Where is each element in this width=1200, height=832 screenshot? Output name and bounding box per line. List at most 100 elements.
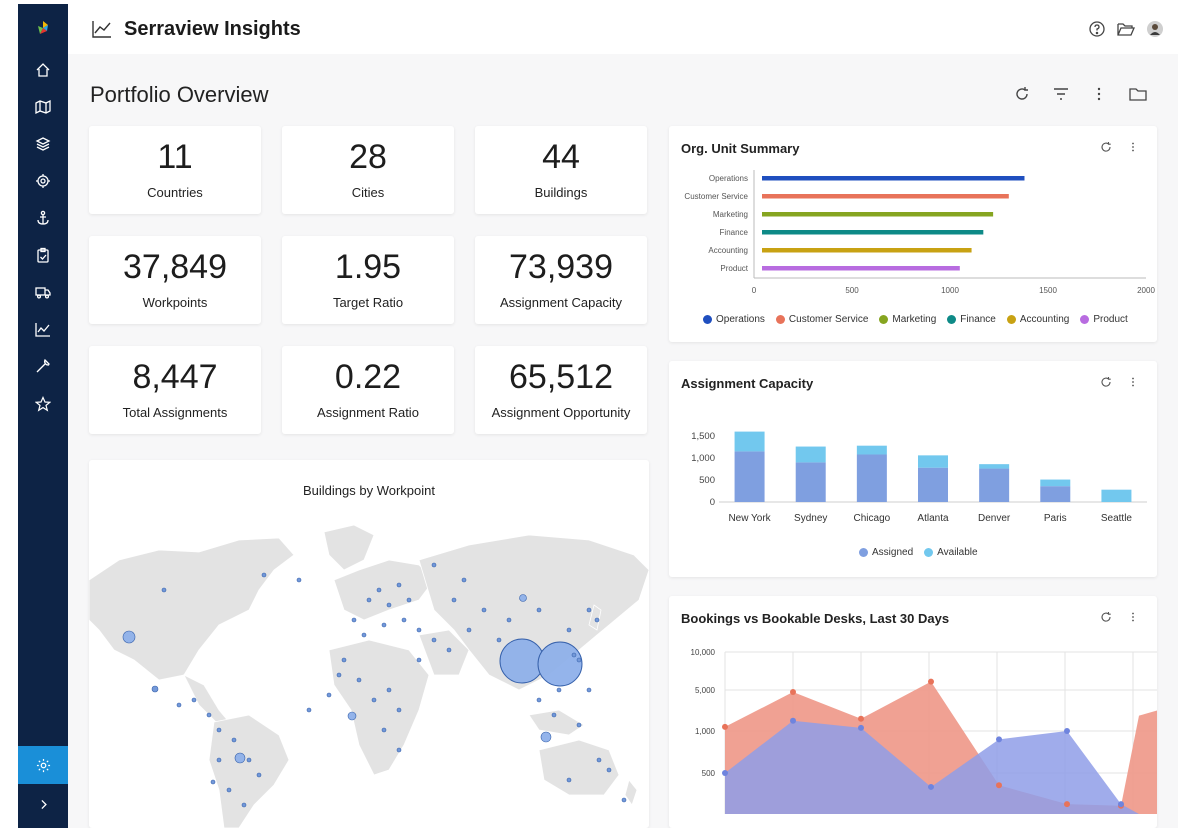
kpi-card-cities: 28 Cities (282, 126, 454, 214)
help-icon[interactable] (1088, 20, 1106, 38)
map-card: Buildings by Workpoint (89, 460, 649, 828)
more-vertical-icon[interactable] (1127, 376, 1139, 388)
avatar[interactable] (1146, 20, 1164, 38)
top-bar: Serraview Insights (68, 4, 1178, 54)
kpi-value: 37,849 (123, 248, 227, 286)
bar-available (734, 431, 765, 452)
bookable-point (858, 724, 864, 731)
y-tick-label: Product (720, 264, 748, 273)
kpi-label: Assignment Ratio (317, 405, 419, 420)
legend-item[interactable]: Available (924, 547, 978, 558)
legend-swatch (1006, 315, 1016, 324)
refresh-icon[interactable] (1100, 141, 1112, 153)
bookable-point (790, 717, 796, 724)
bar-assigned (795, 462, 826, 502)
legend-item[interactable]: Finance (947, 314, 996, 325)
kpi-card-assignment-capacity: 73,939 Assignment Capacity (475, 236, 647, 324)
y-tick-label: 5,000 (695, 686, 716, 695)
bar-available (918, 455, 948, 468)
legend-label: Available (937, 547, 978, 558)
y-tick-label: Operations (709, 174, 748, 183)
target-icon[interactable] (31, 169, 55, 193)
kpi-label: Assignment Capacity (499, 295, 623, 310)
more-vertical-icon[interactable] (1127, 141, 1139, 153)
org-unit-summary-card: Org. Unit Summary Operations Customer Ser… (669, 126, 1157, 342)
legend-item[interactable]: Marketing (879, 314, 936, 325)
legend-item[interactable]: Assigned (859, 547, 913, 558)
bookable-point (1064, 728, 1070, 734)
app-frame: Serraview Insights Portfolio Overview 11… (18, 4, 1178, 828)
x-tick-label: 2000 (1137, 286, 1155, 295)
bookings-point (722, 723, 728, 730)
x-tick-label: Paris (1044, 513, 1067, 524)
bookable-point (1118, 801, 1124, 808)
legend-item[interactable]: Customer Service (775, 314, 869, 325)
page-title: Portfolio Overview (90, 82, 269, 107)
bar-assigned (918, 467, 948, 502)
refresh-icon[interactable] (1100, 611, 1112, 623)
y-tick-label: Accounting (708, 246, 748, 255)
bar (762, 194, 1009, 199)
star-icon[interactable] (31, 392, 55, 416)
folder-open-icon[interactable] (1117, 20, 1135, 38)
bookings-point (928, 678, 934, 685)
card-title: Bookings vs Bookable Desks, Last 30 Days (681, 611, 950, 626)
bar-assigned (979, 468, 1010, 502)
kpi-value: 65,512 (509, 358, 613, 396)
kpi-value: 0.22 (334, 358, 402, 396)
kpi-label: Target Ratio (332, 295, 404, 310)
bar-assigned (734, 451, 765, 502)
gear-icon (36, 758, 50, 772)
map-icon[interactable] (31, 95, 55, 119)
truck-icon[interactable] (31, 280, 55, 304)
world-map[interactable] (89, 460, 649, 828)
y-tick-label: 1,000 (691, 453, 715, 464)
home-icon[interactable] (31, 58, 55, 82)
kpi-label: Countries (147, 185, 203, 200)
legend-swatch (703, 315, 712, 324)
refresh-icon[interactable] (1013, 85, 1031, 103)
legend-item[interactable]: Operations (703, 314, 765, 325)
legend-label: Customer Service (788, 314, 869, 325)
legend-swatch (1080, 315, 1090, 324)
map-title: Buildings by Workpoint (303, 483, 435, 498)
assignment-capacity-card: Assignment Capacity 1,500 1,000 500 0 New Yo… (669, 361, 1157, 577)
legend-swatch (947, 315, 957, 324)
kpi-label: Assignment Opportunity (491, 405, 631, 420)
kpi-card-total-assignments: 8,447 Total Assignments (89, 346, 261, 434)
anchor-icon[interactable] (31, 206, 55, 230)
bar (762, 248, 972, 253)
refresh-icon[interactable] (1100, 376, 1112, 388)
filter-icon[interactable] (1052, 85, 1070, 103)
trend-icon (92, 21, 111, 38)
bookings-point (1064, 801, 1070, 808)
y-tick-label: 1,500 (691, 431, 715, 442)
legend-swatch (924, 548, 934, 557)
assignment-capacity-chart: 1,500 1,000 500 0 New York Sydney Chicago Atlan… (691, 431, 1147, 524)
settings-button[interactable] (18, 746, 68, 784)
sidebar (18, 4, 68, 828)
kpi-label: Buildings (534, 185, 588, 200)
clipboard-icon[interactable] (31, 243, 55, 267)
kpi-label: Workpoints (142, 295, 208, 310)
logo-icon[interactable] (31, 16, 55, 40)
chart-icon[interactable] (31, 317, 55, 341)
bar-assigned (856, 454, 887, 502)
bookable-area (725, 720, 1157, 814)
expand-sidebar-button[interactable] (18, 786, 68, 822)
legend-item[interactable]: Product (1080, 314, 1128, 325)
chevron-right-icon (40, 799, 47, 809)
legend-label: Marketing (892, 314, 937, 325)
legend-swatch (775, 315, 785, 324)
x-tick-label: 500 (845, 286, 859, 295)
legend-item[interactable]: Accounting (1006, 314, 1069, 325)
bookings-card: Bookings vs Bookable Desks, Last 30 Days… (669, 596, 1157, 828)
x-tick-label: 1000 (941, 286, 959, 295)
layers-icon[interactable] (31, 132, 55, 156)
folder-icon[interactable] (1129, 85, 1147, 103)
more-vertical-icon[interactable] (1090, 85, 1108, 103)
kpi-card-assignment-ratio: 0.22 Assignment Ratio (282, 346, 454, 434)
more-vertical-icon[interactable] (1127, 611, 1139, 623)
x-tick-label: Atlanta (917, 513, 949, 524)
wrench-icon[interactable] (31, 354, 55, 378)
